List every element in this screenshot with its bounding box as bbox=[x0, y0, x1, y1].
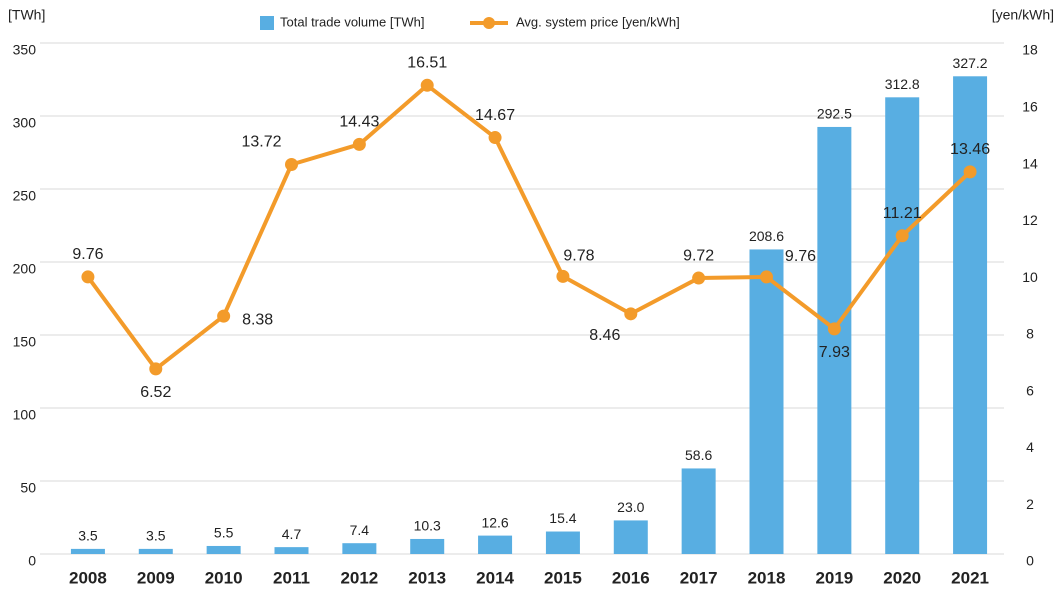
y2-tick-label: 18 bbox=[1022, 42, 1038, 58]
bar bbox=[681, 468, 716, 554]
bar bbox=[478, 535, 513, 554]
legend-swatch bbox=[260, 16, 274, 30]
line-point bbox=[692, 271, 706, 285]
bar-value-label: 312.8 bbox=[885, 76, 920, 92]
bar bbox=[274, 547, 309, 554]
line-point bbox=[149, 362, 163, 376]
y2-tick-label: 12 bbox=[1022, 212, 1038, 228]
x-tick-label: 2013 bbox=[408, 568, 446, 587]
bar bbox=[749, 249, 784, 554]
line-value-label: 7.93 bbox=[819, 344, 850, 361]
bar-value-label: 3.5 bbox=[146, 528, 166, 544]
y-tick-label: 300 bbox=[13, 115, 37, 131]
line-point bbox=[760, 270, 773, 284]
line-value-label: 9.78 bbox=[563, 248, 594, 265]
y2-tick-label: 6 bbox=[1026, 382, 1034, 398]
bar bbox=[817, 126, 852, 554]
bar-value-label: 3.5 bbox=[78, 528, 98, 544]
x-tick-label: 2010 bbox=[205, 568, 243, 587]
bar-value-label: 292.5 bbox=[817, 106, 852, 122]
x-tick-label: 2019 bbox=[815, 568, 853, 587]
bar bbox=[70, 548, 105, 554]
bar-value-label: 23.0 bbox=[617, 499, 644, 515]
bar bbox=[138, 548, 173, 554]
y-tick-label: 150 bbox=[13, 334, 37, 350]
bar-value-label: 7.4 bbox=[350, 522, 370, 538]
legend-label: Total trade volume [TWh] bbox=[280, 14, 425, 29]
line-point bbox=[420, 78, 434, 92]
y2-tick-label: 2 bbox=[1026, 496, 1034, 512]
bar-value-label: 5.5 bbox=[214, 525, 234, 541]
line-value-label: 14.67 bbox=[475, 107, 515, 124]
x-tick-label: 2009 bbox=[137, 568, 175, 587]
line-point bbox=[963, 165, 977, 179]
line-value-label: 9.72 bbox=[683, 247, 714, 264]
bar bbox=[885, 97, 920, 554]
legend-swatch bbox=[483, 17, 495, 29]
x-tick-label: 2011 bbox=[273, 568, 310, 587]
y-tick-label: 200 bbox=[13, 261, 37, 277]
line-value-label: 8.38 bbox=[242, 311, 273, 328]
bar-value-label: 208.6 bbox=[749, 228, 784, 244]
x-tick-label: 2020 bbox=[883, 568, 921, 587]
bar-value-label: 15.4 bbox=[549, 510, 576, 526]
line-point bbox=[827, 322, 841, 336]
x-tick-label: 2014 bbox=[476, 568, 514, 587]
line-value-label: 16.51 bbox=[407, 55, 447, 72]
line-value-label: 6.52 bbox=[140, 384, 171, 401]
y-tick-label: 250 bbox=[13, 188, 37, 204]
bar bbox=[410, 538, 445, 554]
y-tick-label: 50 bbox=[20, 480, 36, 496]
line-value-label: 11.21 bbox=[883, 205, 922, 222]
y2-tick-label: 8 bbox=[1026, 326, 1034, 342]
line-point bbox=[285, 158, 298, 172]
y2-tick-label: 16 bbox=[1022, 98, 1038, 114]
x-tick-label: 2008 bbox=[69, 568, 107, 587]
bar bbox=[613, 520, 648, 554]
line-value-label: 13.72 bbox=[241, 134, 281, 151]
y-tick-label: 0 bbox=[28, 553, 36, 569]
bar bbox=[953, 76, 988, 555]
line-value-label: 14.43 bbox=[339, 114, 379, 131]
line-value-label: 8.46 bbox=[589, 327, 620, 344]
bar-value-label: 10.3 bbox=[414, 518, 441, 534]
bar bbox=[545, 531, 580, 554]
bar bbox=[206, 545, 241, 554]
y2-tick-label: 10 bbox=[1022, 269, 1038, 285]
line-point bbox=[556, 269, 570, 283]
bar-value-label: 12.6 bbox=[481, 514, 508, 530]
legend-label: Avg. system price [yen/kWh] bbox=[516, 14, 680, 29]
line-point bbox=[624, 307, 638, 321]
bar-value-label: 58.6 bbox=[685, 447, 712, 463]
x-tick-label: 2021 bbox=[951, 568, 989, 587]
x-tick-label: 2018 bbox=[748, 568, 786, 587]
bar bbox=[342, 543, 377, 554]
line-point bbox=[488, 131, 502, 145]
line-point bbox=[81, 270, 95, 284]
y-axis-label: [TWh] bbox=[8, 7, 45, 23]
y2-axis-label: [yen/kWh] bbox=[992, 7, 1054, 23]
x-tick-label: 2015 bbox=[544, 568, 582, 587]
y-tick-label: 350 bbox=[13, 42, 37, 58]
x-tick-label: 2012 bbox=[340, 568, 378, 587]
line-value-label: 13.46 bbox=[950, 141, 990, 158]
line bbox=[86, 83, 972, 371]
y2-tick-label: 0 bbox=[1026, 553, 1034, 569]
bar-value-label: 4.7 bbox=[282, 526, 302, 542]
y2-tick-label: 14 bbox=[1022, 155, 1038, 171]
y2-tick-label: 4 bbox=[1026, 439, 1034, 455]
x-tick-label: 2017 bbox=[680, 568, 718, 587]
line-point bbox=[895, 229, 909, 243]
line-value-label: 9.76 bbox=[72, 246, 103, 263]
x-tick-label: 2016 bbox=[612, 568, 650, 587]
line-point bbox=[217, 309, 231, 323]
bar-value-label: 327.2 bbox=[953, 55, 988, 71]
y-tick-label: 100 bbox=[13, 407, 37, 423]
line-value-label: 9.76 bbox=[785, 248, 816, 265]
line-point bbox=[352, 137, 366, 151]
